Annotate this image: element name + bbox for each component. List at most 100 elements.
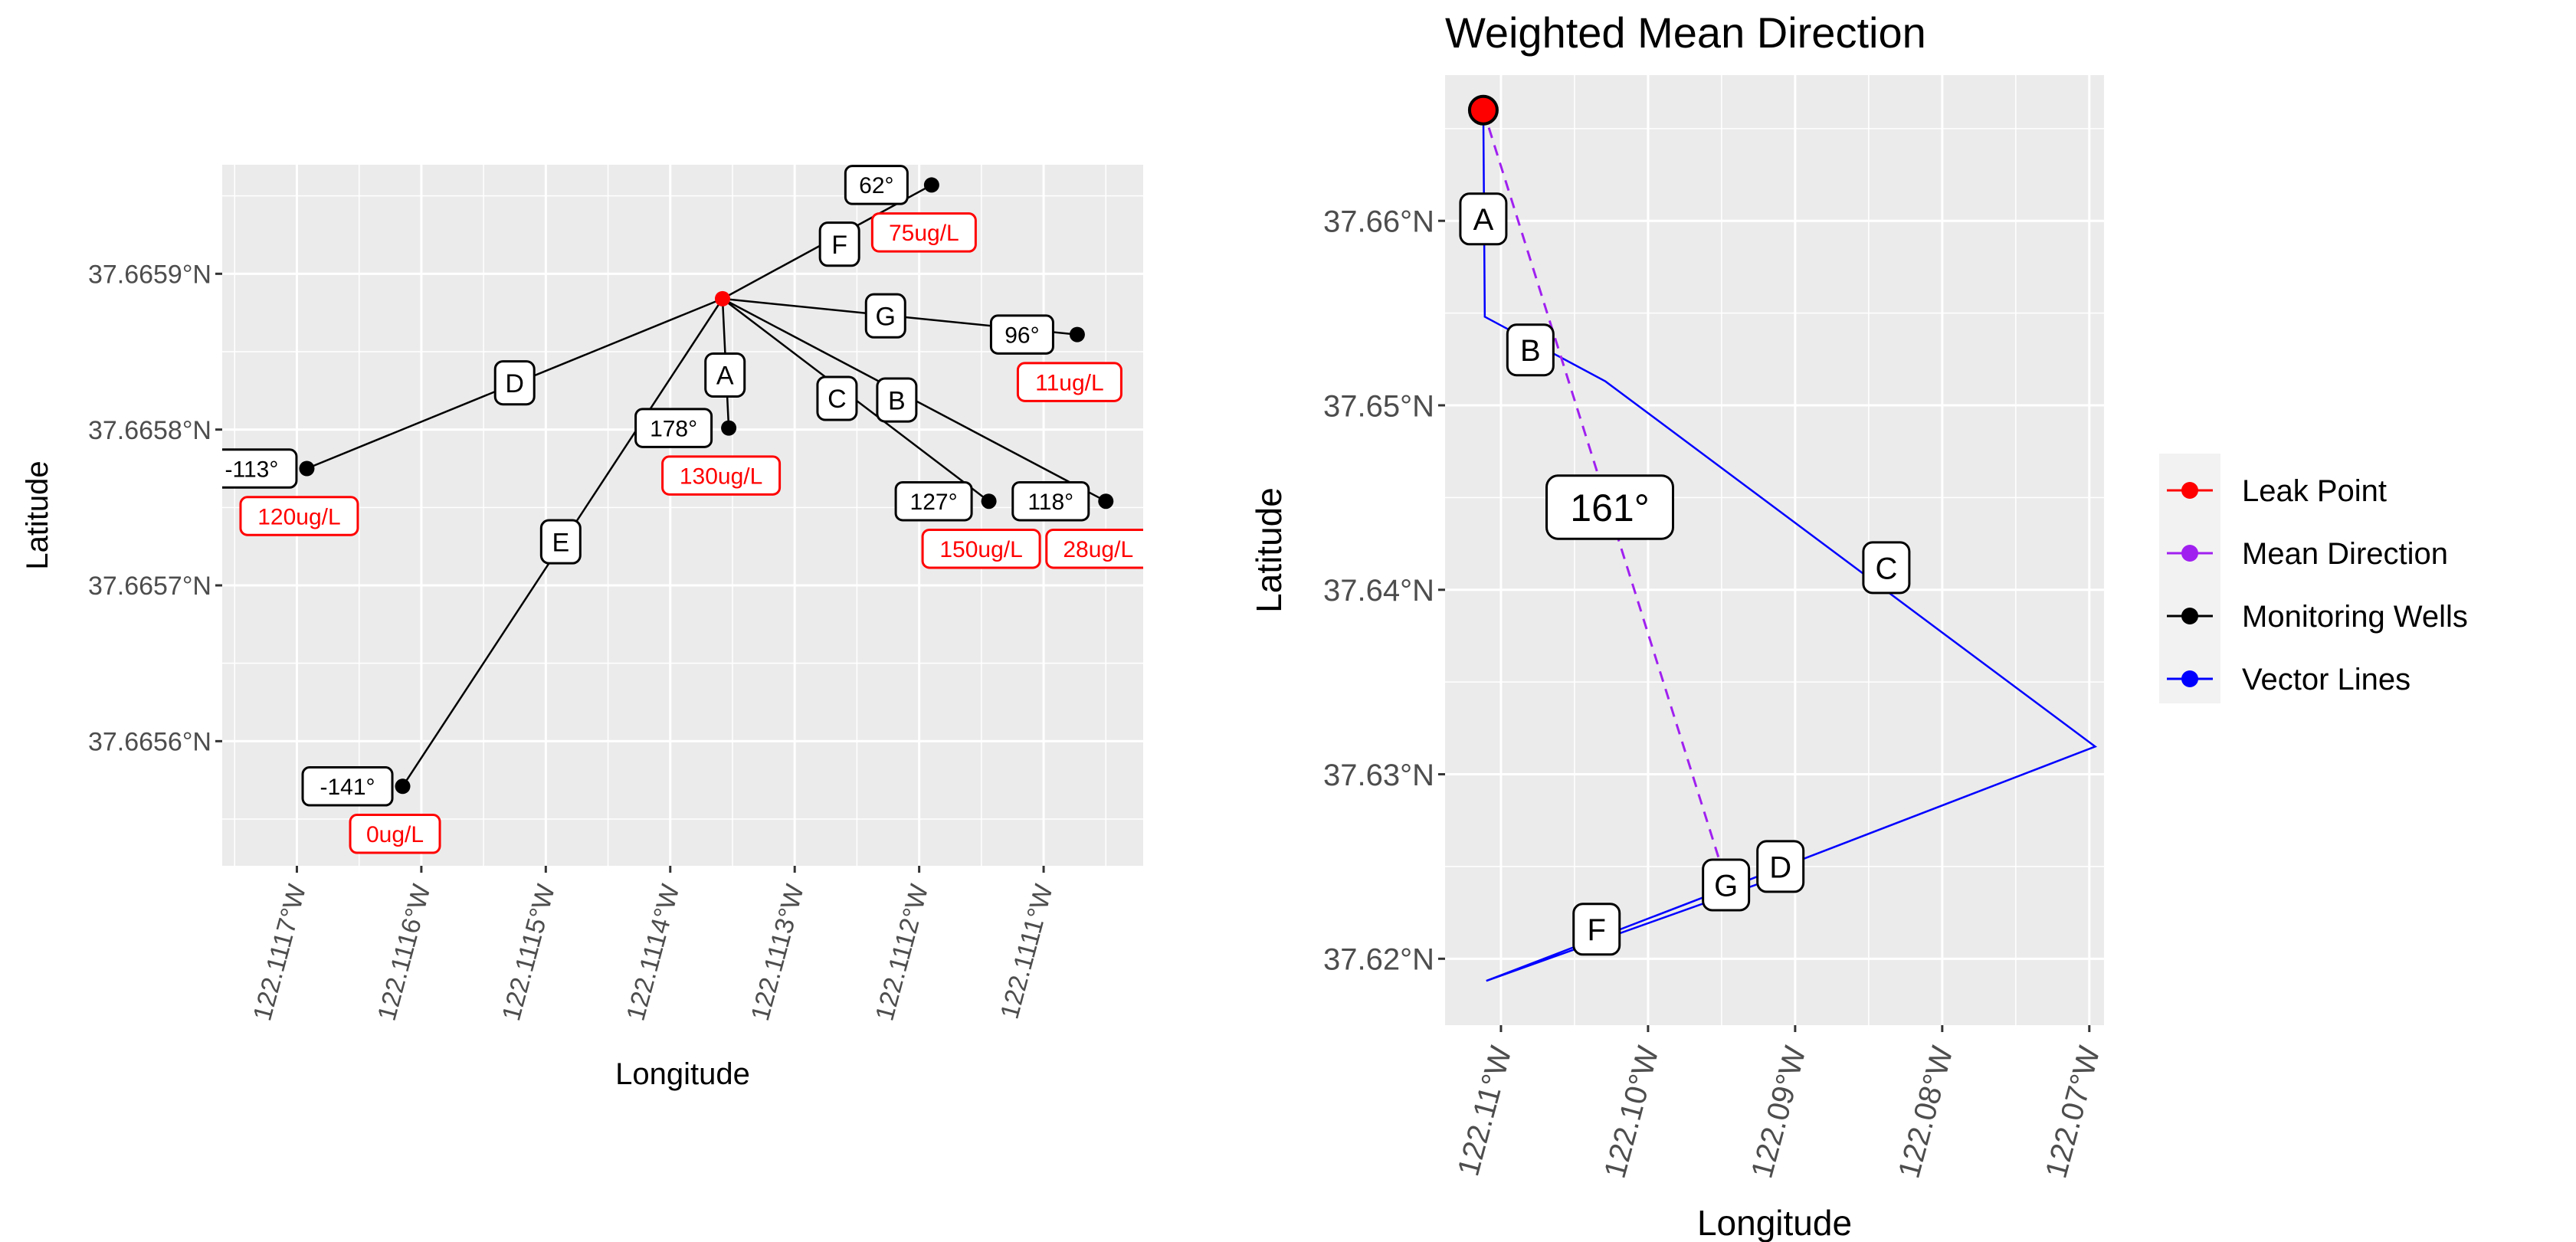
vector-label-box <box>1756 840 1805 893</box>
vector-label-box <box>493 360 536 406</box>
well-concentration-label-box <box>1045 528 1143 569</box>
y-axis-label: Latitude <box>1249 487 1289 613</box>
well-angle-label: 62° <box>859 173 893 198</box>
x-axis-label: Longitude <box>1697 1203 1852 1242</box>
x-tick-label: 122.1112°W <box>870 881 934 1024</box>
well-concentration-label: 28ug/L <box>1063 537 1133 562</box>
well-concentration-label: 75ug/L <box>889 221 959 246</box>
well-concentration-label-box <box>870 212 977 253</box>
well-angle-label: -141° <box>320 775 375 800</box>
vector-label-box <box>864 293 906 339</box>
well-concentration-label: 0ug/L <box>366 822 424 847</box>
mean-direction-label: 161° <box>1570 487 1649 529</box>
mean-direction-label-box <box>1545 474 1674 540</box>
x-tick-label: 122.1113°W <box>746 881 810 1024</box>
x-tick-label: 122.1111°W <box>995 881 1059 1022</box>
vector-label: F <box>1588 913 1606 947</box>
well-point <box>1069 326 1085 342</box>
vector-label-box <box>1862 541 1911 595</box>
legend-marker <box>2181 545 2198 562</box>
x-tick-label: 122.1116°W <box>372 881 437 1024</box>
well-angle-label-box <box>1011 480 1090 522</box>
well-angle-label: -113° <box>225 457 279 482</box>
vector-label-box <box>816 375 858 421</box>
x-tick-label: 122.1117°W <box>247 881 312 1024</box>
vector-label: C <box>1875 552 1897 585</box>
well-concentration-label: 130ug/L <box>680 464 762 489</box>
vector-label: D <box>505 369 524 398</box>
y-tick-label: 37.6657°N <box>88 572 211 601</box>
vector-label-box <box>876 377 918 423</box>
leak-point <box>1467 94 1499 126</box>
well-angle-label: 127° <box>910 490 958 515</box>
legend-marker <box>2181 482 2198 499</box>
well-angle-label: 118° <box>1027 490 1073 515</box>
well-angle-label-box <box>844 165 909 205</box>
vector-label: G <box>876 302 896 331</box>
well-concentration-label-box <box>349 814 441 854</box>
y-tick-label: 37.6659°N <box>88 261 211 290</box>
mean-direction-line <box>1482 110 1728 882</box>
vector-label: E <box>552 528 569 557</box>
vector-label-box <box>1459 192 1508 246</box>
well-concentration-label-box <box>239 496 359 536</box>
well-concentration-label-box <box>921 528 1041 569</box>
leak-point <box>714 290 730 306</box>
vector-label: G <box>1714 869 1738 903</box>
left-chart: 122.1117°W 122.1116°W 122.1115°W 122.1114°W… <box>21 165 1143 1091</box>
vector-label-box <box>1702 858 1751 912</box>
vector-label-box <box>818 221 860 267</box>
well-angle-label-box <box>989 314 1054 355</box>
right-chart: 122.11°W 122.10°W 122.09°W 122.08°W 122.07°W… <box>1249 75 2107 1242</box>
x-tick-label: 122.08°W <box>1892 1043 1959 1182</box>
well-angle-label-box <box>222 448 298 489</box>
vector-label-box <box>1506 323 1555 377</box>
vector-label: B <box>1520 334 1541 368</box>
x-tick-label: 122.1114°W <box>621 881 686 1024</box>
x-tick-label: 122.07°W <box>2039 1043 2106 1182</box>
well-angle-label: 96° <box>1005 323 1039 348</box>
well-angle-label: 178° <box>650 416 697 441</box>
y-tick-label: 37.64°N <box>1323 574 1434 608</box>
legend: Leak Point Mean Direction Monitoring Wells… <box>2159 454 2468 703</box>
vector-label-box <box>539 519 582 565</box>
well-angle-label-box <box>894 480 973 522</box>
x-tick-label: 122.09°W <box>1745 1043 1812 1182</box>
plot-panel <box>222 165 1143 866</box>
left-plot-area: A B C D E F G -113° 120ug/L -141° 0ug/L 178° 130ug/L… <box>222 165 1143 854</box>
legend-label: Mean Direction <box>2242 537 2448 571</box>
x-tick-label: 122.1115°W <box>497 881 561 1024</box>
legend-label: Leak Point <box>2242 474 2387 508</box>
well-concentration-label: 11ug/L <box>1035 370 1104 395</box>
vector-label: C <box>828 385 847 414</box>
legend-label: Monitoring Wells <box>2242 600 2468 634</box>
well-point <box>923 177 939 193</box>
well-concentration-label-box <box>661 455 782 496</box>
y-axis-label: Latitude <box>21 460 54 569</box>
vector-label-box <box>704 352 746 398</box>
well-angle-label-box <box>301 766 394 807</box>
well-point <box>395 778 411 795</box>
x-tick-label: 122.11°W <box>1451 1043 1518 1180</box>
well-point <box>1098 493 1114 510</box>
well-point <box>721 420 737 436</box>
legend-marker <box>2181 670 2198 687</box>
x-axis-label: Longitude <box>615 1057 750 1091</box>
y-tick-label: 37.62°N <box>1323 943 1434 977</box>
well-angle-label-box <box>634 408 713 448</box>
legend-marker <box>2181 608 2198 624</box>
vector-label: A <box>716 362 734 391</box>
y-tick-label: 37.63°N <box>1323 759 1434 792</box>
vector-label: F <box>831 231 847 260</box>
vector-label: D <box>1769 850 1791 884</box>
well-point <box>981 493 997 510</box>
well-concentration-label: 150ug/L <box>939 537 1022 562</box>
vector-label: A <box>1473 203 1494 237</box>
well-concentration-label-box <box>1016 362 1122 402</box>
chart-title: Weighted Mean Direction <box>1445 8 1926 57</box>
y-tick-label: 37.6658°N <box>88 416 211 445</box>
y-tick-label: 37.6656°N <box>88 728 211 757</box>
legend-label: Vector Lines <box>2242 663 2410 696</box>
vector-path <box>1482 110 2098 982</box>
